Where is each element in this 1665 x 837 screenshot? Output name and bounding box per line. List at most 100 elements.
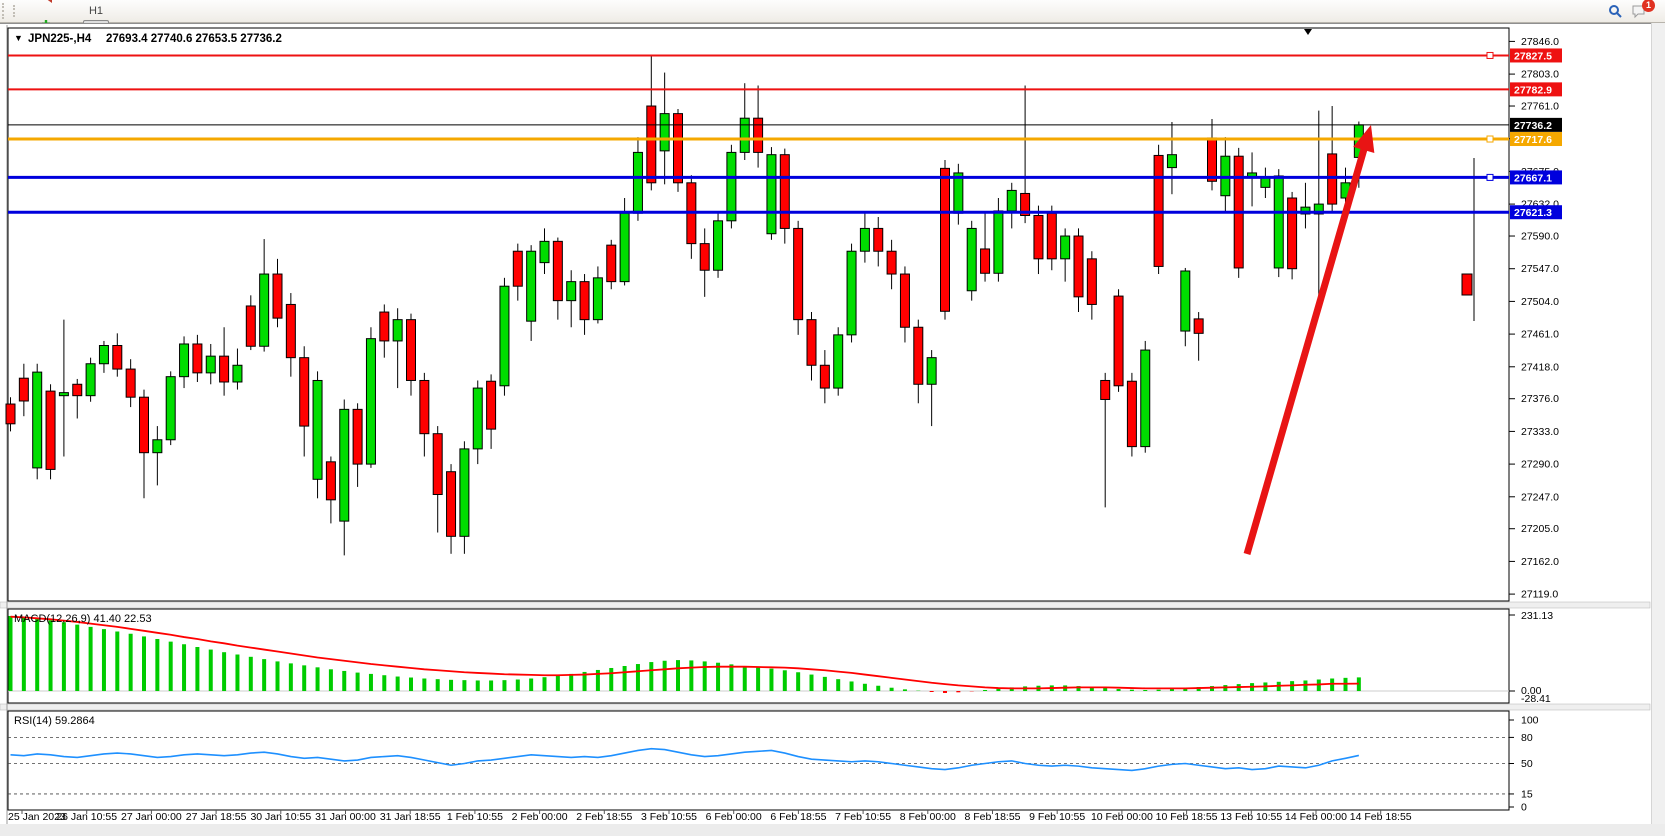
candle	[459, 448, 470, 537]
chart-shift-button[interactable]	[12, 0, 81, 5]
time-label: 26 Jan 10:55	[56, 811, 117, 823]
search-icon	[1609, 4, 1622, 18]
search-button[interactable]	[1605, 2, 1626, 20]
candle	[259, 273, 270, 347]
time-label: 27 Jan 18:55	[186, 811, 247, 823]
candle	[512, 250, 523, 287]
candle	[899, 273, 910, 328]
time-label: 2 Feb 18:55	[576, 811, 632, 823]
time-label: 25 Jan 2023	[8, 811, 66, 823]
candle	[285, 303, 296, 359]
candle	[192, 343, 203, 374]
price-tick-label: 27846.0	[1521, 36, 1559, 48]
candle	[726, 151, 737, 222]
toolbar-grip	[2, 3, 9, 19]
price-tick-label: 27761.0	[1521, 101, 1559, 113]
candle	[993, 210, 1004, 274]
time-label: 1 Feb 10:55	[447, 811, 503, 823]
candle	[245, 305, 256, 347]
time-label: 6 Feb 18:55	[770, 811, 826, 823]
macd-label: MACD(12,26,9) 41.40 22.53	[14, 613, 152, 625]
candle	[232, 364, 243, 383]
price-badge	[1510, 82, 1562, 97]
candle	[352, 408, 363, 465]
trend-arrow-head[interactable]	[1353, 125, 1375, 154]
price-badge	[1510, 132, 1562, 147]
candle	[446, 471, 457, 537]
rsi-tick-label: 50	[1521, 758, 1533, 770]
price-tick-label: 27504.0	[1521, 296, 1559, 308]
candle	[619, 212, 630, 283]
time-label: 9 Feb 10:55	[1029, 811, 1085, 823]
notification-badge: 1	[1642, 0, 1655, 12]
candle	[699, 243, 710, 271]
candle	[1166, 154, 1177, 169]
candle	[5, 403, 16, 425]
candle	[1046, 212, 1057, 260]
candle	[325, 461, 336, 501]
toolbar-separator	[13, 5, 15, 17]
candle	[713, 220, 724, 271]
price-tick-label: 27333.0	[1521, 426, 1559, 438]
macd-zero-label: 0.00	[1521, 685, 1542, 697]
candle	[673, 113, 683, 184]
candle	[499, 285, 510, 387]
price-tick-label: 27376.0	[1521, 393, 1559, 405]
candle	[739, 117, 750, 153]
hline-handle[interactable]	[1486, 135, 1494, 143]
candle	[1006, 189, 1017, 212]
candle	[579, 281, 590, 321]
chart-shift-icon	[47, 0, 52, 3]
right-scrollbar-strip[interactable]	[1651, 23, 1665, 836]
price-badge-label: 27736.2	[1514, 120, 1552, 132]
price-badge-label: 27717.6	[1514, 134, 1552, 146]
candle	[646, 105, 657, 184]
candle	[940, 167, 950, 312]
candle	[272, 273, 283, 319]
candle	[1273, 175, 1284, 269]
candle	[1020, 192, 1031, 216]
chart-shift-marker	[1304, 29, 1312, 35]
candle	[112, 344, 123, 370]
chart-title: JPN225-,H4	[28, 33, 92, 45]
candle	[165, 376, 176, 441]
candle	[606, 244, 617, 283]
candle	[566, 281, 577, 302]
hline-handle[interactable]	[1486, 173, 1494, 181]
candle	[1313, 203, 1324, 215]
timeframe-h1-button[interactable]: H1	[88, 5, 104, 17]
rsi-tick-label: 100	[1521, 715, 1539, 727]
price-tick-label: 27247.0	[1521, 491, 1559, 503]
candle	[552, 240, 563, 302]
candle	[58, 392, 69, 397]
price-tick-label: 27461.0	[1521, 329, 1559, 341]
candle	[486, 380, 497, 430]
price-chart[interactable]: 27846.027803.027761.027718.027675.027632…	[0, 24, 1665, 837]
chart-ohlc-values: 27693.4 27740.6 27653.5 27736.2	[106, 33, 282, 45]
trend-arrow-shaft[interactable]	[1243, 143, 1369, 555]
candle	[139, 396, 149, 454]
hline-handle[interactable]	[1486, 51, 1494, 59]
candle	[179, 343, 190, 378]
price-badge-label: 27667.1	[1514, 172, 1552, 184]
candle	[205, 355, 216, 374]
candle	[392, 319, 403, 342]
notifications-button[interactable]: 1	[1628, 0, 1655, 20]
candle	[432, 433, 443, 496]
candle	[98, 344, 109, 365]
candle	[886, 250, 897, 275]
time-label: 27 Jan 00:00	[121, 811, 182, 823]
candle	[419, 379, 430, 435]
price-badge	[1510, 48, 1562, 63]
price-tick-label: 27119.0	[1521, 589, 1558, 601]
candle	[539, 240, 550, 264]
candle	[659, 113, 670, 152]
time-label: 7 Feb 10:55	[835, 811, 891, 823]
candle	[72, 383, 83, 397]
candle	[1260, 176, 1271, 188]
price-tick-label: 27803.0	[1521, 69, 1559, 81]
candle	[379, 311, 390, 342]
pane-splitter[interactable]	[0, 703, 1651, 711]
pane-splitter[interactable]	[0, 601, 1651, 609]
rsi-label: RSI(14) 59.2864	[14, 715, 95, 727]
